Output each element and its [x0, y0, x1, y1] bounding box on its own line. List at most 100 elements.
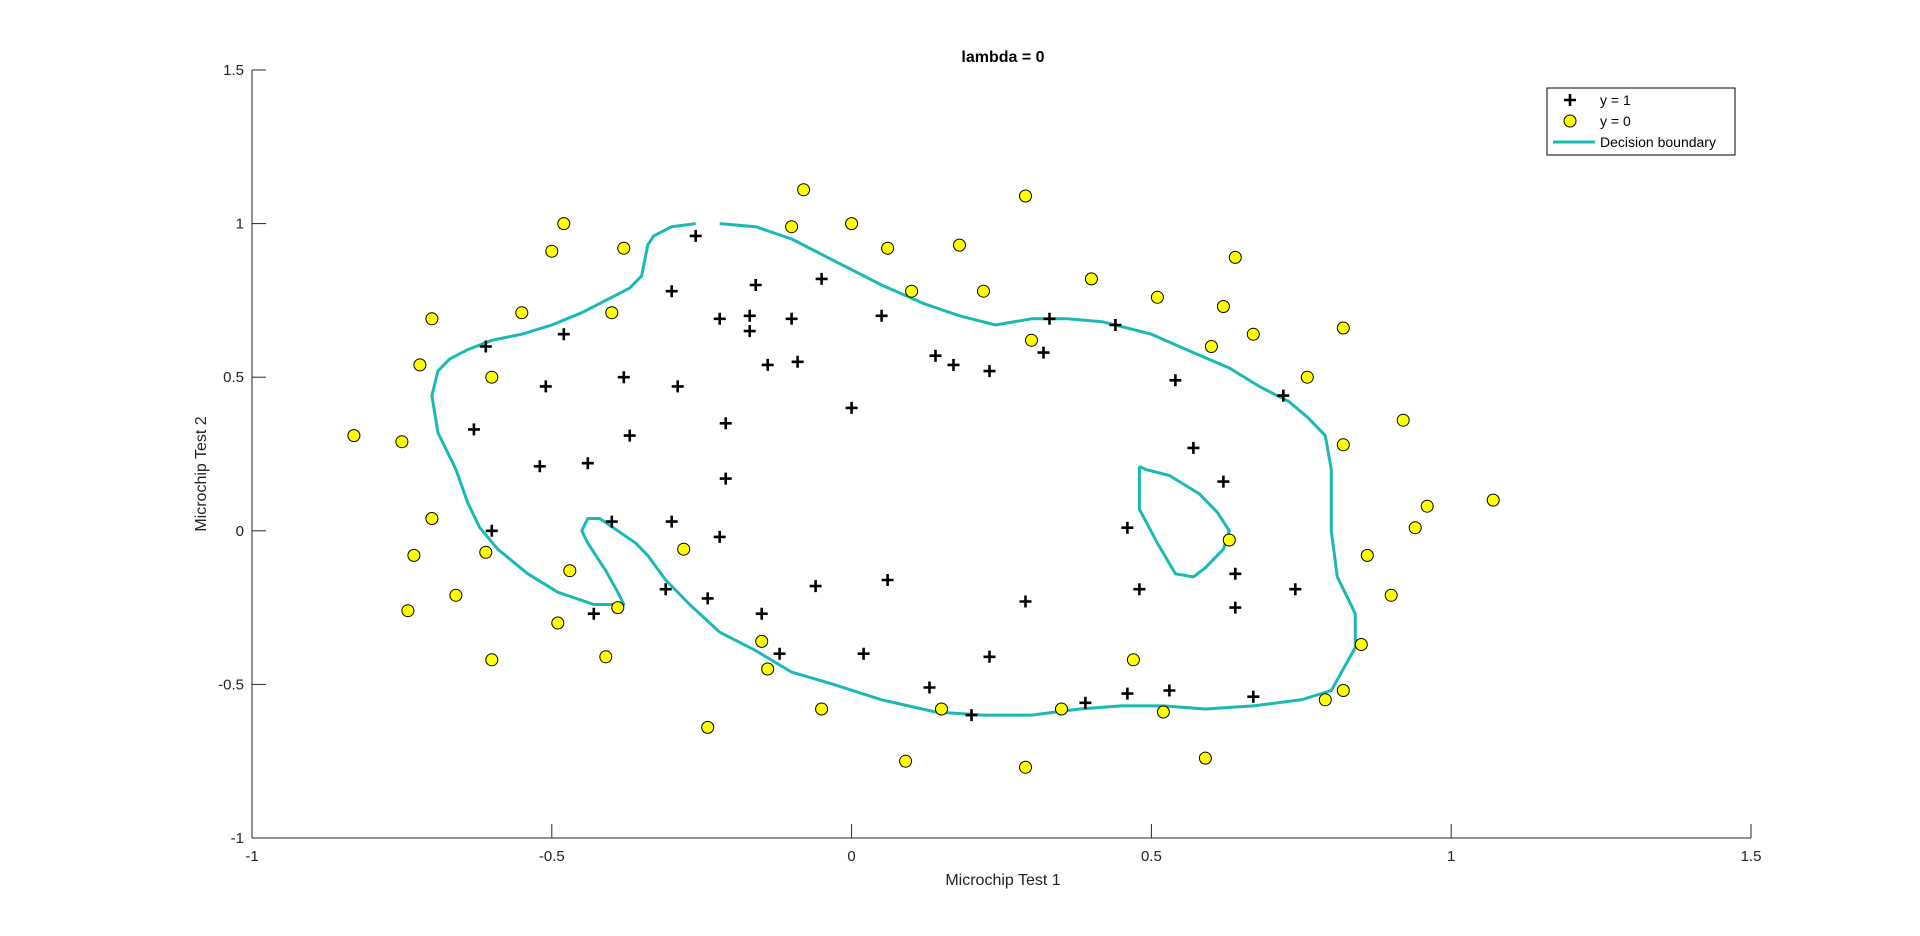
- point-y1: [701, 592, 714, 605]
- point-y1: [983, 650, 996, 663]
- point-y1: [929, 349, 942, 362]
- point-y1: [815, 272, 828, 285]
- point-y0: [1396, 413, 1410, 427]
- point-y0: [347, 429, 361, 443]
- point-y1: [857, 647, 870, 660]
- point-y0: [1222, 533, 1236, 547]
- point-y0: [563, 564, 577, 578]
- y-tick-label: -0.5: [218, 676, 244, 693]
- point-y0: [1318, 693, 1332, 707]
- point-y0: [1420, 499, 1434, 513]
- point-y0: [701, 720, 715, 734]
- point-y0: [761, 662, 775, 676]
- point-y1: [581, 457, 594, 470]
- legend: y = 1 y = 0 Decision boundary: [1546, 87, 1736, 156]
- point-y1: [965, 709, 978, 722]
- point-y1: [1121, 687, 1134, 700]
- point-y1: [689, 229, 702, 242]
- x-axis-ticks: -1 -0.5 0 0.5 1 1.5: [245, 824, 1761, 865]
- point-y0: [1336, 438, 1350, 452]
- point-y1: [947, 358, 960, 371]
- point-y1: [773, 647, 786, 660]
- y-tick-label: 0: [236, 523, 244, 540]
- negative-points: [347, 183, 1500, 774]
- point-y0: [611, 601, 625, 615]
- point-y1: [671, 380, 684, 393]
- point-y0: [545, 244, 559, 258]
- point-y1: [713, 312, 726, 325]
- point-y0: [449, 588, 463, 602]
- point-y0: [1084, 272, 1098, 286]
- boundary-path: [1137, 464, 1231, 579]
- point-y1: [761, 358, 774, 371]
- point-y0: [1156, 705, 1170, 719]
- point-y0: [1025, 333, 1038, 347]
- point-y1: [479, 340, 492, 353]
- point-y0: [1408, 521, 1422, 535]
- point-y1: [1121, 521, 1134, 534]
- point-y1: [557, 328, 570, 341]
- point-y0: [1246, 327, 1260, 341]
- legend-box: [1546, 87, 1736, 156]
- point-y0: [617, 241, 631, 255]
- legend-label-negative: y = 0: [1600, 113, 1631, 129]
- point-y1: [659, 583, 672, 596]
- point-y0: [677, 542, 691, 556]
- y-axis-ticks: -1 -0.5 0 0.5 1 1.5: [218, 62, 266, 847]
- point-y0: [935, 702, 948, 716]
- point-y1: [617, 371, 630, 384]
- point-y1: [809, 580, 822, 593]
- y-tick-label: 1.5: [223, 62, 244, 79]
- point-y0: [1198, 751, 1212, 765]
- x-tick-label: 1.5: [1741, 848, 1762, 865]
- point-y1: [1229, 601, 1242, 614]
- boundary-path: [430, 222, 1357, 717]
- point-y1: [1229, 567, 1242, 580]
- point-y0: [413, 358, 427, 372]
- point-y0: [407, 548, 421, 562]
- x-axis-title: Microchip Test 1: [945, 872, 1060, 889]
- point-y0: [479, 545, 493, 559]
- point-y1: [719, 417, 732, 430]
- point-y1: [791, 355, 804, 368]
- point-y0: [425, 512, 439, 525]
- positive-points: [467, 229, 1302, 722]
- point-y0: [1384, 588, 1398, 602]
- point-y0: [1019, 760, 1032, 774]
- point-y1: [1109, 319, 1122, 331]
- point-y1: [983, 365, 996, 378]
- point-y1: [1277, 389, 1290, 402]
- point-y1: [665, 285, 678, 298]
- point-y1: [1043, 312, 1056, 325]
- point-y1: [587, 607, 600, 620]
- legend-entry-negative: y = 0: [1563, 113, 1631, 129]
- point-y0: [1354, 638, 1368, 651]
- point-y1: [539, 380, 552, 393]
- point-y0: [881, 241, 895, 255]
- point-y1: [875, 309, 888, 322]
- point-y1: [485, 524, 498, 537]
- point-y0: [845, 217, 859, 231]
- point-y0: [557, 217, 571, 231]
- point-y0: [605, 306, 619, 320]
- point-y0: [977, 284, 990, 298]
- x-tick-label: 1: [1447, 848, 1455, 865]
- point-y1: [845, 401, 858, 414]
- point-y0: [599, 650, 613, 664]
- legend-entry-positive: y = 1: [1564, 92, 1631, 108]
- point-y0: [401, 604, 415, 618]
- point-y0: [785, 220, 799, 234]
- point-y0: [1336, 684, 1350, 697]
- point-y0: [953, 238, 966, 252]
- point-y1: [1133, 583, 1146, 596]
- point-y1: [749, 279, 762, 291]
- point-y0: [515, 306, 529, 320]
- point-y0: [1204, 340, 1218, 353]
- x-tick-label: -0.5: [539, 848, 565, 865]
- y-tick-label: 1: [236, 216, 244, 233]
- point-y1: [1163, 684, 1176, 697]
- point-y1: [605, 515, 618, 528]
- point-y1: [785, 312, 798, 325]
